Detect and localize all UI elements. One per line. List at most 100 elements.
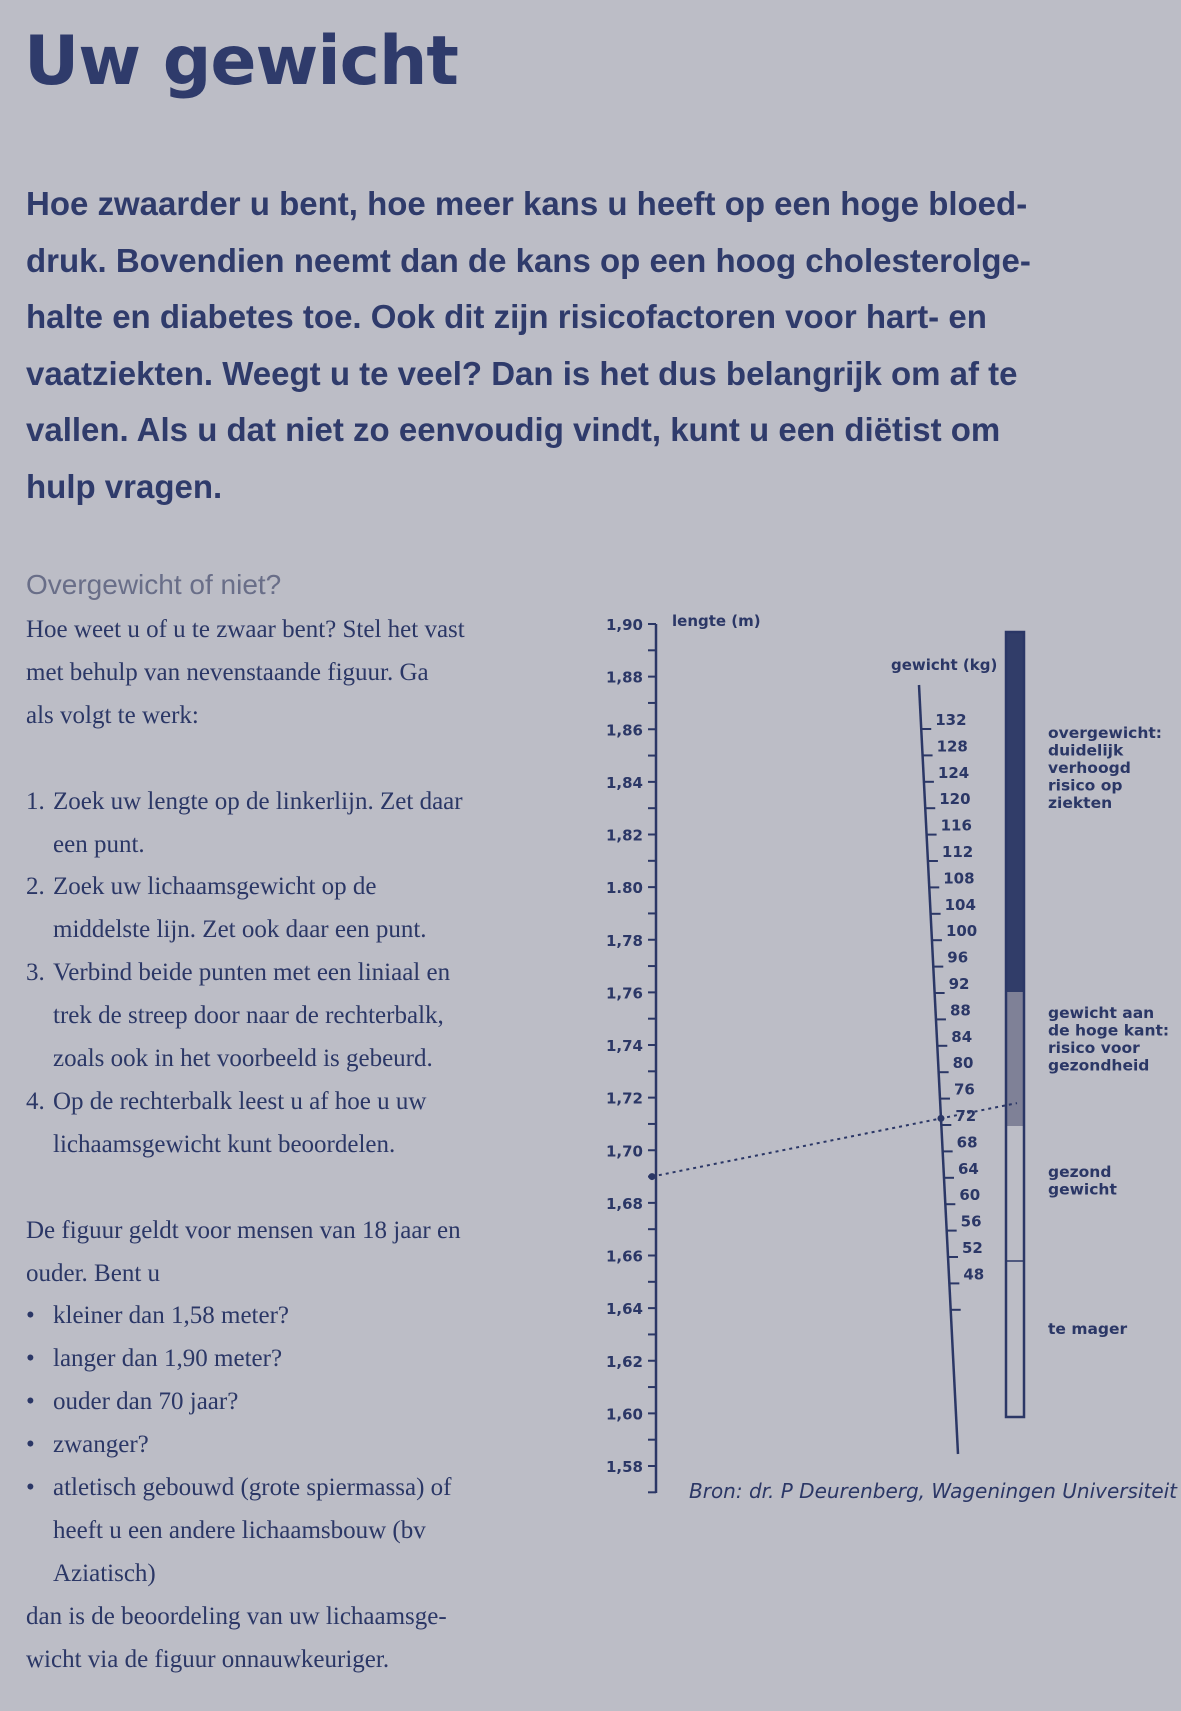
step-text: Zoek uw lichaamsgewicht op de [53, 873, 377, 901]
category-label: risico voor [1048, 1039, 1140, 1057]
step-number: 4. [26, 1087, 45, 1115]
bullet-text: Aziatisch) [53, 1559, 156, 1587]
bar-outline [1004, 630, 1026, 1419]
note-text: wicht via de figuur onnauwkeuriger. [26, 1645, 390, 1673]
bullet-text: ouder dan 70 jaar? [53, 1388, 239, 1416]
step-item: 1. Zoek uw lengte op de linkerlijn. Zet d… [26, 781, 586, 824]
intro-line: Hoe zwaarder u bent, hoe meer kans u hee… [26, 185, 1028, 222]
step-item: trek de streep door naar de rechterbalk, [26, 995, 586, 1038]
category-label: gezondheid [1048, 1057, 1149, 1075]
weight-tick-label: 132 [935, 711, 966, 729]
weight-tick-label: 76 [954, 1081, 975, 1099]
intro-line: vaatziekten. Weegt u te veel? Dan is het… [26, 354, 1018, 392]
height-tick-label: 1,84 [606, 774, 643, 792]
height-tick-label: 1,74 [606, 1037, 643, 1055]
height-tick-label: 1.80 [606, 879, 643, 897]
height-tick-label: 1,76 [606, 984, 643, 1002]
weight-tick-label: 64 [958, 1160, 979, 1178]
step-text: Verbind beide punten met een liniaal en [53, 959, 451, 987]
bullet-item: • zwanger? [26, 1424, 586, 1467]
category-label: overgewicht: [1048, 724, 1162, 742]
step-text: Zoek uw lengte op de linkerlijn. Zet daa… [53, 787, 463, 815]
category-label: te mager [1048, 1320, 1128, 1338]
weight-tick-label: 104 [945, 896, 976, 914]
example-dotted-line [651, 1102, 1018, 1178]
category-label: gewicht [1048, 1181, 1117, 1199]
step-item: middelste lijn. Zet ook daar een punt. [26, 909, 586, 952]
bullet-text: zwanger? [53, 1431, 149, 1459]
step-number: 3. [26, 959, 45, 987]
category-label: gewicht aan [1048, 1004, 1154, 1022]
note-text: ouder. Bent u [26, 1259, 161, 1287]
weight-tick-label: 84 [951, 1028, 972, 1046]
height-tick-label: 1,88 [606, 669, 643, 687]
step-item: een punt. [26, 824, 586, 867]
weight-tick-label: 88 [950, 1001, 971, 1019]
step-item: 3. Verbind beide punten met een liniaal e… [26, 952, 586, 995]
bullet-icon: • [26, 1388, 35, 1416]
weight-tick-label: 48 [963, 1265, 984, 1283]
intro-line: halte en diabetes toe. Ook dit zijn risi… [26, 298, 987, 336]
intro-line: vallen. Als u dat niet zo eenvoudig vind… [26, 411, 1001, 449]
weight-tick-label: 124 [938, 764, 969, 782]
weight-tick-label: 80 [953, 1054, 974, 1072]
note-text: De figuur geldt voor mensen van 18 jaar … [26, 1216, 461, 1244]
example-height-point [648, 1173, 656, 1181]
height-tick-label: 1,72 [606, 1090, 643, 1108]
bullet-icon: • [26, 1302, 35, 1330]
weight-tick-label: 72 [955, 1107, 976, 1125]
instruction-text: als volgt te werk: [26, 701, 199, 729]
weight-tick-label: 120 [939, 790, 970, 808]
intro-line: hulp vragen. [26, 467, 223, 505]
weight-tick-label: 92 [949, 975, 970, 993]
bullet-item: • langer dan 1,90 meter? [26, 1338, 586, 1381]
category-label: verhoogd [1048, 759, 1131, 777]
height-tick-label: 1,58 [606, 1458, 643, 1476]
step-text: lichaamsgewicht kunt beoordelen. [53, 1130, 396, 1158]
bullet-icon: • [26, 1474, 35, 1502]
step-item: lichaamsgewicht kunt beoordelen. [26, 1124, 586, 1167]
instruction-text: Hoe weet u of u te zwaar bent? Stel het … [26, 616, 465, 643]
step-text: middelste lijn. Zet ook daar een punt. [53, 916, 427, 944]
bullet-item: heeft u een andere lichaamsbouw (bv [26, 1510, 586, 1553]
bullet-text: atletisch gebouwd (grote spiermassa) of [53, 1474, 452, 1502]
height-tick-label: 1,82 [606, 827, 643, 845]
bullet-icon: • [26, 1431, 35, 1459]
bar-overweight [1006, 632, 1024, 992]
height-tick-label: 1,68 [606, 1195, 643, 1213]
subheading: Overgewicht of niet? [26, 569, 282, 600]
step-number: 1. [26, 787, 45, 815]
weight-tick-label: 56 [961, 1213, 982, 1231]
bullet-text: heeft u een andere lichaamsbouw (bv [53, 1517, 426, 1544]
page-title: Uw gewicht [24, 22, 459, 101]
weight-tick-label: 68 [957, 1133, 978, 1151]
weight-tick-label: 100 [946, 922, 977, 940]
bar-healthy-underweight [1006, 1126, 1024, 1417]
step-number: 2. [26, 873, 45, 901]
height-tick-label: 1,62 [606, 1353, 643, 1371]
weight-tick-label: 116 [941, 817, 972, 835]
height-tick-label: 1,60 [606, 1405, 643, 1423]
example-weight-point [937, 1114, 945, 1122]
step-text: Op de rechterbalk leest u af hoe u uw [53, 1087, 427, 1115]
bar-high-side [1006, 992, 1024, 1126]
height-axis-label: lengte (m) [672, 612, 761, 630]
bullet-text: langer dan 1,90 meter? [53, 1345, 283, 1373]
height-tick-label: 1,90 [606, 616, 643, 634]
note-text: dan is de beoordeling van uw lichaamsge- [26, 1602, 447, 1630]
height-tick-label: 1,70 [606, 1142, 643, 1160]
source-credit: Bron: dr. P Deurenberg, Wageningen Unive… [689, 1479, 1178, 1503]
height-tick-label: 1,78 [606, 932, 643, 950]
instruction-text: met behulp van nevenstaande figuur. Ga [26, 658, 429, 686]
step-text: zoals ook in het voorbeeld is gebeurd. [53, 1045, 433, 1073]
height-tick-label: 1,86 [606, 721, 643, 739]
intro-paragraph: Hoe zwaarder u bent, hoe meer kans u hee… [26, 176, 1156, 516]
weight-tick-label: 112 [942, 843, 973, 861]
weight-axis-label: gewicht (kg) [891, 656, 997, 674]
bullet-item: • atletisch gebouwd (grote spiermassa) of [26, 1467, 586, 1510]
category-label: risico op [1048, 777, 1122, 795]
weight-tick-label: 96 [947, 949, 968, 967]
weight-tick-label: 128 [937, 737, 968, 755]
step-item: 2. Zoek uw lichaamsgewicht op de [26, 866, 586, 909]
